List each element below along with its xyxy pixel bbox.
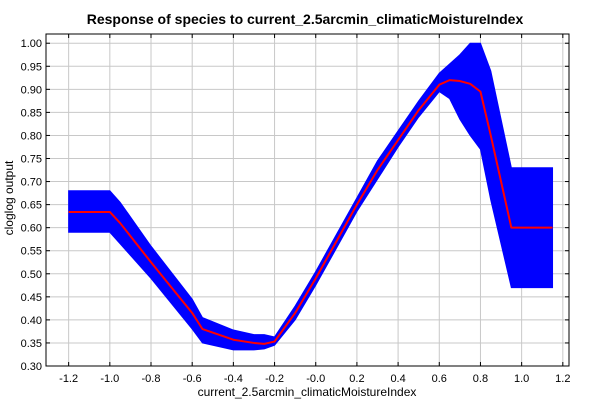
y-tick-labels: 0.30 0.35 0.40 0.45 0.50 0.55 0.60 0.65 0.70 0.75… xyxy=(21,38,42,373)
x-tick-label: 0.4 xyxy=(390,373,405,385)
y-tick-label: 0.40 xyxy=(21,315,42,327)
y-tick-label: 0.60 xyxy=(21,223,42,235)
chart-title: Response of species to current_2.5arcmin… xyxy=(87,11,524,27)
x-tick-label: -1.0 xyxy=(100,373,119,385)
plot-frame xyxy=(45,33,570,367)
x-tick-labels: -1.2 -1.0 -0.8 -0.6 -0.4 -0.2 -0.0 0.2 0.4 0.6 0.8… xyxy=(59,373,570,385)
x-tick-label: 1.2 xyxy=(555,373,570,385)
y-tick-label: 0.75 xyxy=(21,154,42,166)
y-tick-label: 0.95 xyxy=(21,61,42,73)
y-tick-label: 0.45 xyxy=(21,292,42,304)
x-tick-label: -1.2 xyxy=(59,373,78,385)
y-tick-label: 0.50 xyxy=(21,269,42,281)
axis-ticks xyxy=(46,34,569,367)
y-tick-label: 0.55 xyxy=(21,246,42,258)
y-tick-label: 1.00 xyxy=(21,38,42,50)
x-tick-label: 1.0 xyxy=(514,373,529,385)
y-tick-label: 0.85 xyxy=(21,107,42,119)
y-axis-label: cloglog output xyxy=(2,160,16,235)
y-tick-label: 0.30 xyxy=(21,361,42,373)
x-tick-label: 0.8 xyxy=(473,373,488,385)
series-group xyxy=(68,79,553,345)
x-tick-label: -0.8 xyxy=(142,373,161,385)
y-tick-label: 0.80 xyxy=(21,130,42,142)
x-tick-label: 0.2 xyxy=(349,373,364,385)
x-tick-label: -0.4 xyxy=(224,373,243,385)
y-tick-label: 0.70 xyxy=(21,177,42,189)
x-axis-label: current_2.5arcmin_climaticMoistureIndex xyxy=(198,385,417,399)
y-tick-label: 0.35 xyxy=(21,338,42,350)
x-tick-label: 0.6 xyxy=(432,373,447,385)
response-curve-line xyxy=(68,79,553,345)
x-tick-label: -0.6 xyxy=(183,373,202,385)
x-tick-label: -0.2 xyxy=(265,373,284,385)
y-tick-label: 0.65 xyxy=(21,200,42,212)
y-tick-label: 0.90 xyxy=(21,84,42,96)
x-tick-label: -0.0 xyxy=(306,373,325,385)
